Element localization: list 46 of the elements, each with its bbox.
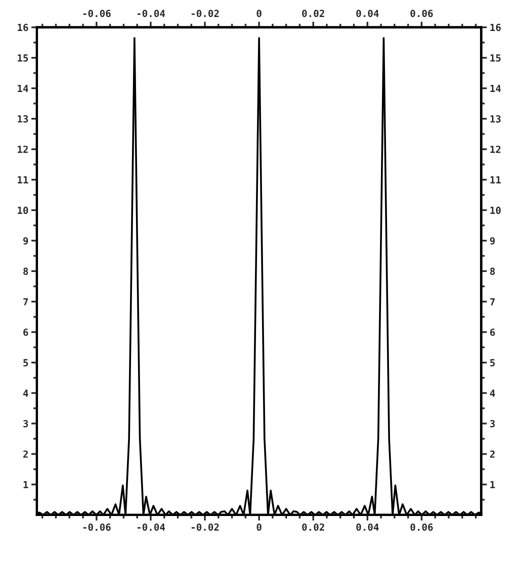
y2-tick-label: 12: [490, 146, 500, 153]
y-tick-label: 1: [24, 481, 28, 488]
y2-tick-label: 13: [490, 115, 501, 123]
x2-tick-label: -0.06: [83, 10, 111, 18]
y-tick-label: 8: [23, 268, 28, 275]
y-tick-label: 10: [18, 206, 28, 214]
y-tick-label: 4: [23, 390, 28, 397]
y-tick-label: 14: [18, 84, 28, 92]
y2-tick-label: 9: [490, 237, 495, 245]
y-tick-label: 9: [23, 237, 28, 245]
y-tick-label: 11: [18, 176, 28, 184]
y-tick-label: 3: [23, 420, 28, 428]
y2-tick-label: 5: [490, 359, 495, 366]
y-tick-label: 12: [18, 146, 28, 153]
x2-tick-label: 0.02: [302, 10, 324, 18]
y-tick-label: 7: [23, 298, 28, 306]
x-tick-label: 0: [256, 523, 262, 531]
y2-tick-label: 11: [490, 176, 501, 184]
x2-tick-label: -0.02: [192, 10, 219, 18]
y2-tick-label: 2: [490, 450, 495, 458]
y2-tick-label: 1: [490, 481, 495, 488]
y2-tick-label: 6: [490, 328, 495, 336]
x-tick-label: 0.04: [356, 523, 379, 531]
x2-tick-label: 0.04: [356, 10, 379, 18]
y2-tick-label: 8: [490, 268, 495, 275]
x2-tick-label: 0: [256, 10, 262, 18]
x-tick-label: -0.02: [192, 523, 219, 531]
x-tick-label: -0.06: [83, 523, 111, 531]
y-tick-label: 5: [23, 359, 28, 366]
x-tick-label: 0.02: [302, 523, 324, 531]
y-tick-label: 6: [23, 328, 28, 336]
y2-tick-label: 16: [490, 24, 501, 32]
y2-tick-label: 10: [490, 206, 501, 214]
y2-tick-label: 15: [490, 54, 501, 62]
y2-tick-label: 7: [490, 298, 495, 306]
y-tick-label: 16: [18, 24, 28, 32]
y-tick-label: 2: [23, 450, 28, 458]
y2-tick-label: 3: [490, 420, 495, 428]
x2-tick-label: -0.04: [138, 10, 165, 18]
y2-tick-label: 4: [490, 390, 495, 397]
y-tick-label: 13: [18, 115, 28, 123]
y2-tick-label: 14: [490, 84, 501, 92]
x-tick-label: 0.06: [410, 523, 433, 531]
y-tick-label: 15: [18, 54, 28, 62]
x-tick-label: -0.04: [138, 523, 165, 531]
x2-tick-label: 0.06: [410, 10, 433, 18]
